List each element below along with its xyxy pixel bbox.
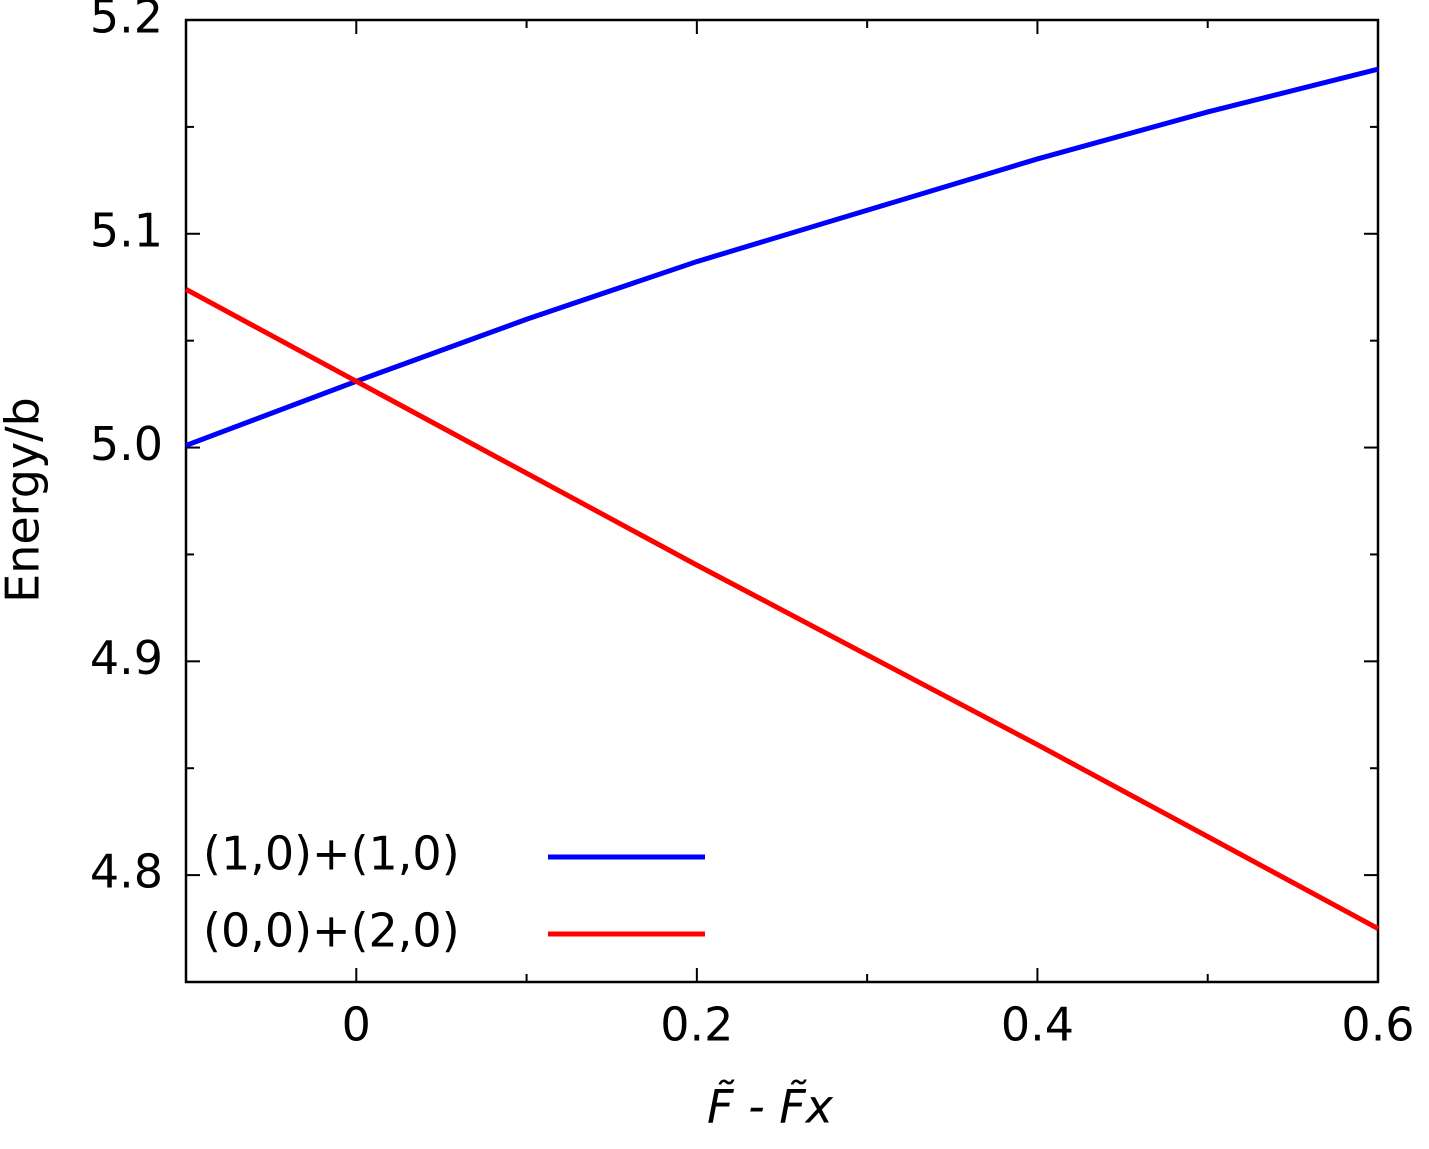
plot-frame xyxy=(184,18,1380,984)
y-tick-label: 5.2 xyxy=(90,0,163,44)
legend-label: (0,0)+(2,0) xyxy=(203,904,460,958)
x-tick-label: 0.4 xyxy=(1001,998,1074,1052)
series-line xyxy=(184,287,1380,931)
series-line xyxy=(185,66,1379,448)
x-tick-label: 0.2 xyxy=(660,998,733,1052)
y-tick-label: 4.8 xyxy=(90,845,163,899)
x-tick-label: 0.6 xyxy=(1341,998,1414,1052)
x-axis-label: F̃ - F̃x xyxy=(707,1079,834,1133)
x-tick-label: 0 xyxy=(342,998,371,1052)
y-tick-label: 5.1 xyxy=(90,203,163,257)
y-tick-label: 4.9 xyxy=(90,631,163,685)
y-tick-label: 5.0 xyxy=(90,417,163,471)
y-axis-label: Energy/b xyxy=(0,397,50,603)
legend-label: (1,0)+(1,0) xyxy=(203,827,460,881)
